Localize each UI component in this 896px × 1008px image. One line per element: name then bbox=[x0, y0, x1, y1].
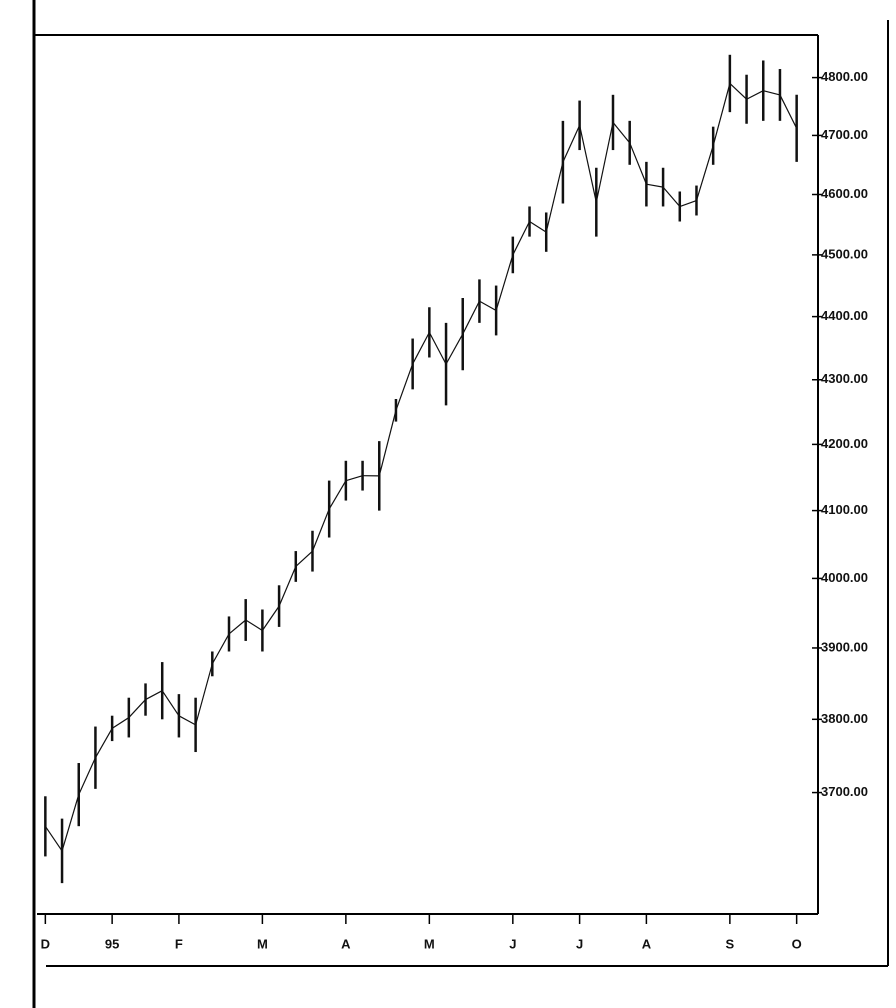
hilo-connector bbox=[94, 728, 113, 759]
x-tick-label: J bbox=[576, 936, 583, 951]
hilo-connector bbox=[779, 94, 798, 129]
y-tick-label: 3700.00 bbox=[821, 784, 868, 799]
y-tick-label: 4800.00 bbox=[821, 69, 868, 84]
hilo-connector bbox=[462, 300, 480, 335]
hilo-connector bbox=[395, 363, 414, 411]
hilo-connector bbox=[261, 605, 280, 631]
y-tick-label: 4400.00 bbox=[821, 308, 868, 323]
y-tick-label: 4300.00 bbox=[821, 371, 868, 386]
x-tick-label: A bbox=[341, 936, 351, 951]
x-tick-label: M bbox=[257, 936, 268, 951]
hilo-connector bbox=[345, 475, 363, 482]
hilo-connector bbox=[746, 90, 764, 100]
y-tick-label: 4600.00 bbox=[821, 186, 868, 201]
hilo-connector bbox=[145, 690, 163, 701]
hilo-connector bbox=[228, 619, 247, 635]
hilo-connector bbox=[679, 199, 697, 208]
x-tick-label: 95 bbox=[105, 936, 119, 951]
hilo-connector bbox=[178, 715, 196, 726]
hilo-connector bbox=[479, 300, 497, 312]
hilo-connector bbox=[712, 83, 731, 146]
hilo-connector bbox=[78, 757, 96, 795]
hilo-connector bbox=[595, 122, 614, 203]
y-tick-label: 4700.00 bbox=[821, 127, 868, 142]
y-tick-label: 3900.00 bbox=[821, 639, 868, 654]
hilo-connector bbox=[495, 254, 514, 311]
hilo-connector bbox=[328, 480, 347, 510]
x-tick-label: J bbox=[509, 936, 516, 951]
y-tick-label: 4500.00 bbox=[821, 246, 868, 261]
hilo-connector bbox=[612, 122, 631, 144]
hilo-connector bbox=[579, 125, 597, 203]
hilo-connector bbox=[512, 221, 531, 256]
hilo-connector bbox=[695, 145, 714, 201]
y-tick-label: 4000.00 bbox=[821, 570, 868, 585]
hilo-connector bbox=[412, 332, 430, 365]
hilo-connector bbox=[445, 333, 464, 365]
hilo-connector bbox=[111, 717, 130, 729]
hilo-connector bbox=[646, 183, 664, 188]
hilo-connector bbox=[61, 794, 80, 852]
hilo-connector bbox=[211, 633, 230, 665]
hilo-connector bbox=[629, 142, 647, 185]
hilo-connector bbox=[562, 125, 581, 163]
x-tick-label: D bbox=[41, 936, 50, 951]
hilo-connector bbox=[311, 508, 330, 552]
hilo-connector bbox=[529, 221, 547, 233]
hilo-connector bbox=[295, 550, 313, 567]
hilo-connector bbox=[195, 663, 213, 726]
x-tick-label: S bbox=[726, 936, 735, 951]
x-tick-label: A bbox=[642, 936, 652, 951]
hilo-connector bbox=[378, 410, 397, 477]
hilo-connector bbox=[245, 619, 263, 631]
y-tick-label: 3800.00 bbox=[821, 711, 868, 726]
hilo-connector bbox=[729, 83, 747, 100]
x-tick-label: O bbox=[792, 936, 802, 951]
x-tick-label: F bbox=[175, 936, 183, 951]
x-tick-label: M bbox=[424, 936, 435, 951]
y-tick-label: 4200.00 bbox=[821, 436, 868, 451]
hilo-connector bbox=[161, 690, 180, 717]
hilo-connector bbox=[278, 566, 297, 607]
hilo-connector bbox=[662, 186, 681, 207]
hilo-connector bbox=[44, 826, 63, 852]
hilo-connector bbox=[545, 162, 564, 233]
y-tick-label: 4100.00 bbox=[821, 502, 868, 517]
hilo-connector bbox=[763, 90, 781, 96]
hilo-connector bbox=[428, 332, 447, 365]
hilo-connector bbox=[128, 699, 146, 718]
